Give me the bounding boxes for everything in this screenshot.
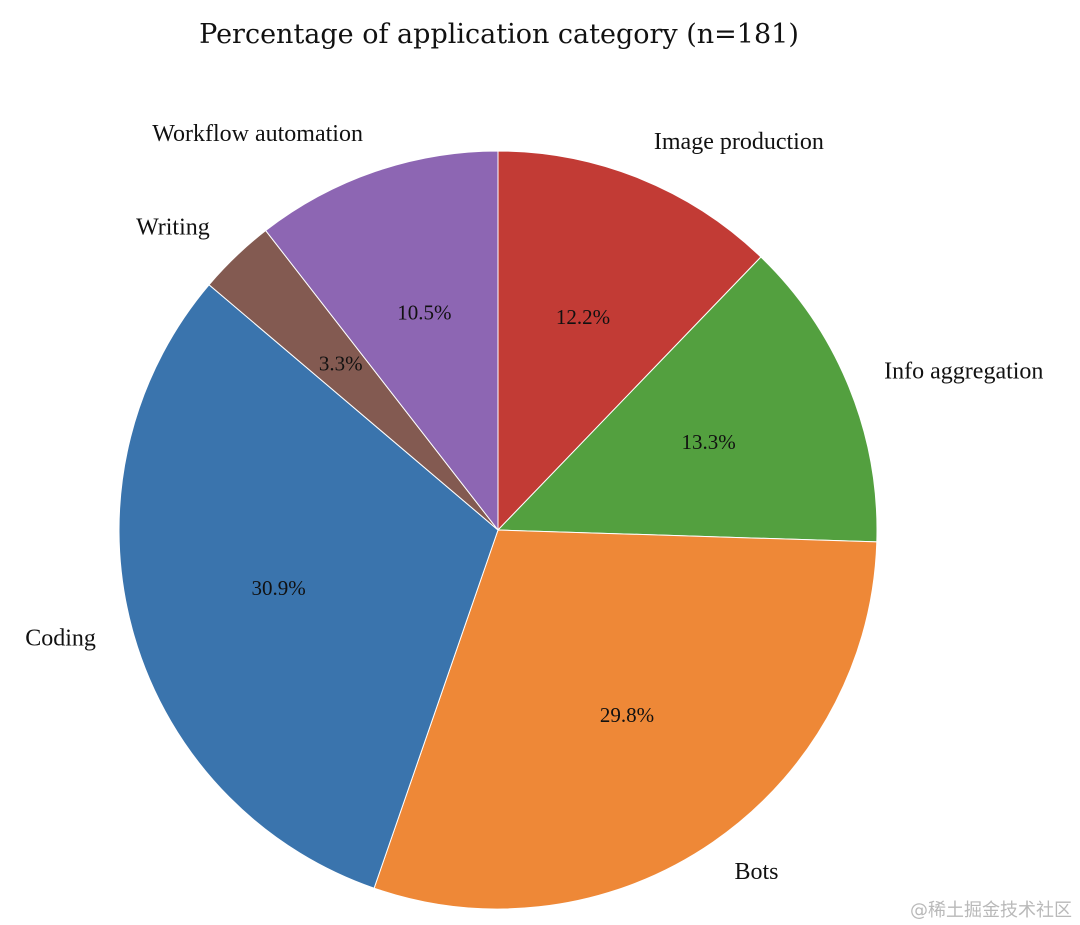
watermark-text: @稀土掘金技术社区: [910, 900, 1072, 921]
pct-label-workflow-automation: 10.5%: [397, 301, 451, 325]
category-label-bots: Bots: [734, 859, 778, 885]
category-label-workflow-automation: Workflow automation: [152, 121, 363, 147]
pct-label-image-production: 12.2%: [556, 305, 610, 329]
pct-label-info-aggregation: 13.3%: [682, 430, 736, 454]
chart-title: Percentage of application category (n=18…: [199, 19, 799, 50]
category-labels: Image production Info aggregation Bots Codi…: [25, 121, 1043, 885]
pct-label-writing: 3.3%: [319, 352, 363, 376]
percentage-labels: 12.2% 13.3% 29.8% 30.9% 3.3% 10.5%: [252, 301, 736, 727]
pie-slice-coding: [118, 284, 499, 889]
pct-label-coding: 30.9%: [252, 576, 306, 600]
category-label-image-production: Image production: [654, 129, 824, 155]
category-label-info-aggregation: Info aggregation: [884, 358, 1043, 384]
pct-label-bots: 29.8%: [600, 703, 654, 727]
category-label-coding: Coding: [25, 626, 96, 652]
pie-slice-workflow-automation: [265, 150, 499, 532]
pie-slice-bots: [373, 529, 878, 910]
pie-slice-image-production: [497, 150, 762, 532]
category-label-writing: Writing: [136, 214, 210, 240]
pie-slice-info-aggregation: [496, 256, 878, 543]
pie-slices: [118, 150, 878, 910]
